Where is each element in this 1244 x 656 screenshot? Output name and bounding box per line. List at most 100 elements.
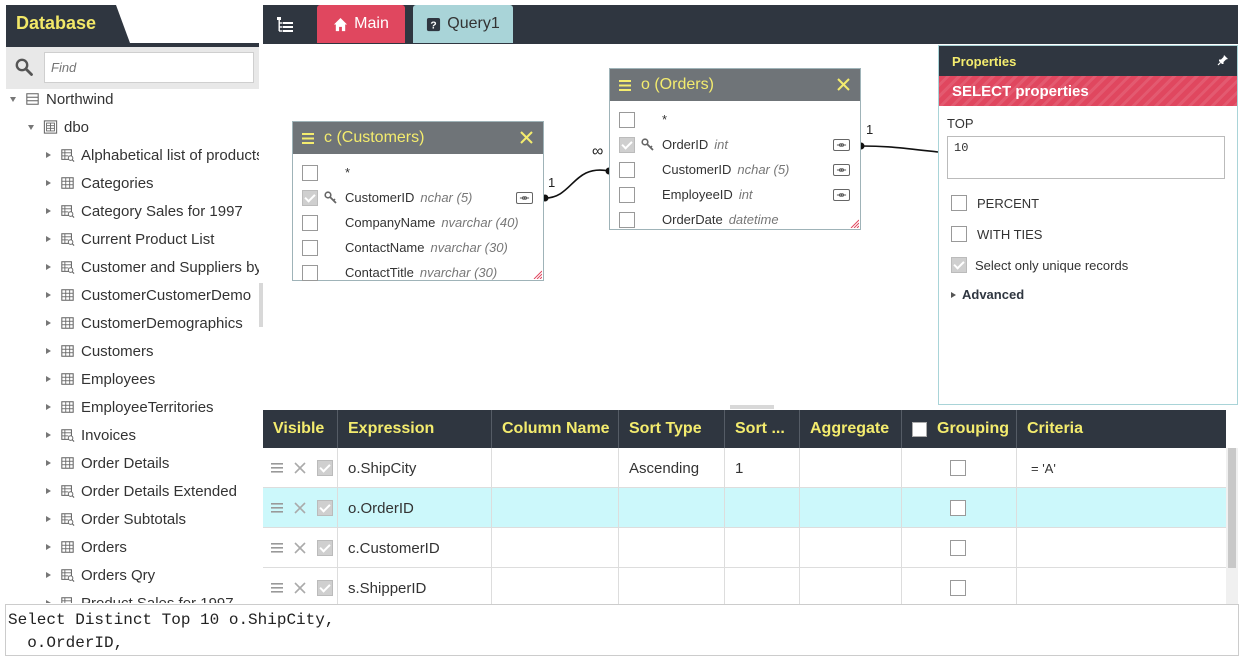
chevron-right-icon[interactable] [46, 600, 51, 603]
column-header-column-name[interactable]: Column Name [492, 410, 619, 448]
top-input[interactable]: 10 [947, 136, 1225, 179]
table-header[interactable]: c (Customers) [293, 122, 543, 154]
vertical-splitter[interactable] [259, 283, 263, 327]
chevron-right-icon[interactable] [46, 544, 51, 550]
aggregate-cell[interactable] [800, 488, 902, 528]
field-checkbox[interactable] [302, 189, 318, 206]
table-row[interactable]: o.OrderID [263, 488, 1226, 528]
grouping-checkbox[interactable] [950, 540, 966, 556]
sort-order-cell[interactable] [725, 488, 800, 528]
table-field-row[interactable]: CustomerID nchar (5) [610, 157, 860, 182]
column-header-sort-order[interactable]: Sort ... [725, 410, 800, 448]
field-checkbox[interactable] [619, 111, 635, 128]
field-checkbox[interactable] [619, 211, 635, 228]
table-field-row[interactable]: ContactTitle nvarchar (30) [293, 260, 543, 285]
column-name-cell[interactable] [492, 568, 619, 606]
sort-type-cell[interactable] [619, 528, 725, 568]
chevron-right-icon[interactable] [46, 572, 51, 578]
sort-type-cell[interactable]: Ascending [619, 448, 725, 488]
query-diagram[interactable]: 1 ∞ 1 c (Customers) * CustomerID nchar (5) C… [263, 44, 1238, 406]
tree-item[interactable]: Order Details Extended [46, 477, 237, 505]
column-name-cell[interactable] [492, 528, 619, 568]
tree-item[interactable]: CustomerCustomerDemo [46, 281, 251, 309]
table-header[interactable]: o (Orders) [610, 69, 860, 101]
chevron-right-icon[interactable] [46, 404, 51, 410]
tree-item[interactable]: Invoices [46, 421, 136, 449]
chevron-right-icon[interactable] [46, 376, 51, 382]
tree-item[interactable]: EmployeeTerritories [46, 393, 214, 421]
tree-item[interactable]: Categories [46, 169, 154, 197]
chevron-down-icon[interactable] [28, 124, 34, 130]
field-checkbox[interactable] [619, 161, 635, 178]
field-checkbox[interactable] [302, 264, 318, 281]
table-row[interactable]: s.ShipperID [263, 568, 1226, 606]
percent-checkbox[interactable] [951, 195, 967, 211]
grouping-header-checkbox[interactable] [912, 421, 927, 437]
tree-item[interactable]: Orders [46, 533, 127, 561]
table-field-row[interactable]: * [293, 160, 543, 185]
chevron-right-icon[interactable] [46, 292, 51, 298]
field-checkbox[interactable] [302, 239, 318, 256]
table-field-row[interactable]: OrderID int [610, 132, 860, 157]
advanced-section-toggle[interactable]: Advanced [951, 287, 1024, 302]
column-header-grouping[interactable]: Grouping [902, 410, 1017, 448]
column-header-visible[interactable]: Visible [263, 410, 338, 448]
tree-item[interactable]: Current Product List [46, 225, 214, 253]
criteria-cell[interactable] [1017, 568, 1226, 606]
criteria-cell[interactable] [1017, 528, 1226, 568]
tree-item[interactable]: Category Sales for 1997 [46, 197, 243, 225]
chevron-right-icon[interactable] [46, 348, 51, 354]
chevron-right-icon[interactable] [46, 236, 51, 242]
aggregate-cell[interactable] [800, 568, 902, 606]
tree-item[interactable]: dbo [28, 113, 89, 141]
tree-item[interactable]: Customer and Suppliers by City [46, 253, 259, 281]
chevron-right-icon[interactable] [46, 516, 51, 522]
with-ties-option[interactable]: WITH TIES [951, 225, 1042, 243]
column-header-criteria[interactable]: Criteria [1017, 410, 1226, 448]
link-icon[interactable] [833, 163, 850, 176]
column-header-expression[interactable]: Expression [338, 410, 492, 448]
column-name-cell[interactable] [492, 488, 619, 528]
database-tab[interactable]: Database [6, 5, 130, 43]
grid-scrollbar[interactable] [1226, 448, 1238, 606]
chevron-down-icon[interactable] [10, 96, 16, 102]
search-input[interactable] [44, 52, 254, 83]
tab-main[interactable]: Main [317, 5, 405, 43]
unique-records-checkbox[interactable] [951, 257, 967, 273]
visible-checkbox[interactable] [317, 580, 333, 596]
criteria-cell[interactable] [1017, 488, 1226, 528]
tree-item[interactable]: CustomerDemographics [46, 309, 243, 337]
sort-order-cell[interactable] [725, 528, 800, 568]
sort-type-cell[interactable] [619, 568, 725, 606]
pin-icon[interactable] [1217, 54, 1229, 66]
with-ties-checkbox[interactable] [951, 226, 967, 242]
tree-item[interactable]: Alphabetical list of products [46, 141, 259, 169]
column-name-cell[interactable] [492, 448, 619, 488]
table-field-row[interactable]: ContactName nvarchar (30) [293, 235, 543, 260]
visible-checkbox[interactable] [317, 460, 333, 476]
chevron-right-icon[interactable] [46, 320, 51, 326]
column-header-sort-type[interactable]: Sort Type [619, 410, 725, 448]
grouping-checkbox[interactable] [950, 580, 966, 596]
expression-cell[interactable]: c.CustomerID [338, 528, 492, 568]
expression-cell[interactable]: s.ShipperID [338, 568, 492, 606]
tree-item[interactable]: Product Sales for 1997 [46, 589, 234, 603]
tree-view-icon[interactable] [276, 16, 294, 34]
tree-item[interactable]: Orders Qry [46, 561, 155, 589]
chevron-right-icon[interactable] [46, 488, 51, 494]
tree-item[interactable]: Customers [46, 337, 154, 365]
table-orders[interactable]: o (Orders) * OrderID int CustomerID nchar (5)… [609, 68, 861, 230]
aggregate-cell[interactable] [800, 448, 902, 488]
grouping-checkbox[interactable] [950, 500, 966, 516]
grid-scrollbar-thumb[interactable] [1228, 448, 1236, 568]
table-field-row[interactable]: EmployeeID int [610, 182, 860, 207]
table-field-row[interactable]: * [610, 107, 860, 132]
sort-order-cell[interactable]: 1 [725, 448, 800, 488]
chevron-right-icon[interactable] [46, 432, 51, 438]
tree-item[interactable]: Employees [46, 365, 155, 393]
visible-checkbox[interactable] [317, 500, 333, 516]
visible-checkbox[interactable] [317, 540, 333, 556]
percent-option[interactable]: PERCENT [951, 194, 1039, 212]
criteria-cell[interactable]: = 'A' [1017, 448, 1226, 488]
table-row[interactable]: c.CustomerID [263, 528, 1226, 568]
